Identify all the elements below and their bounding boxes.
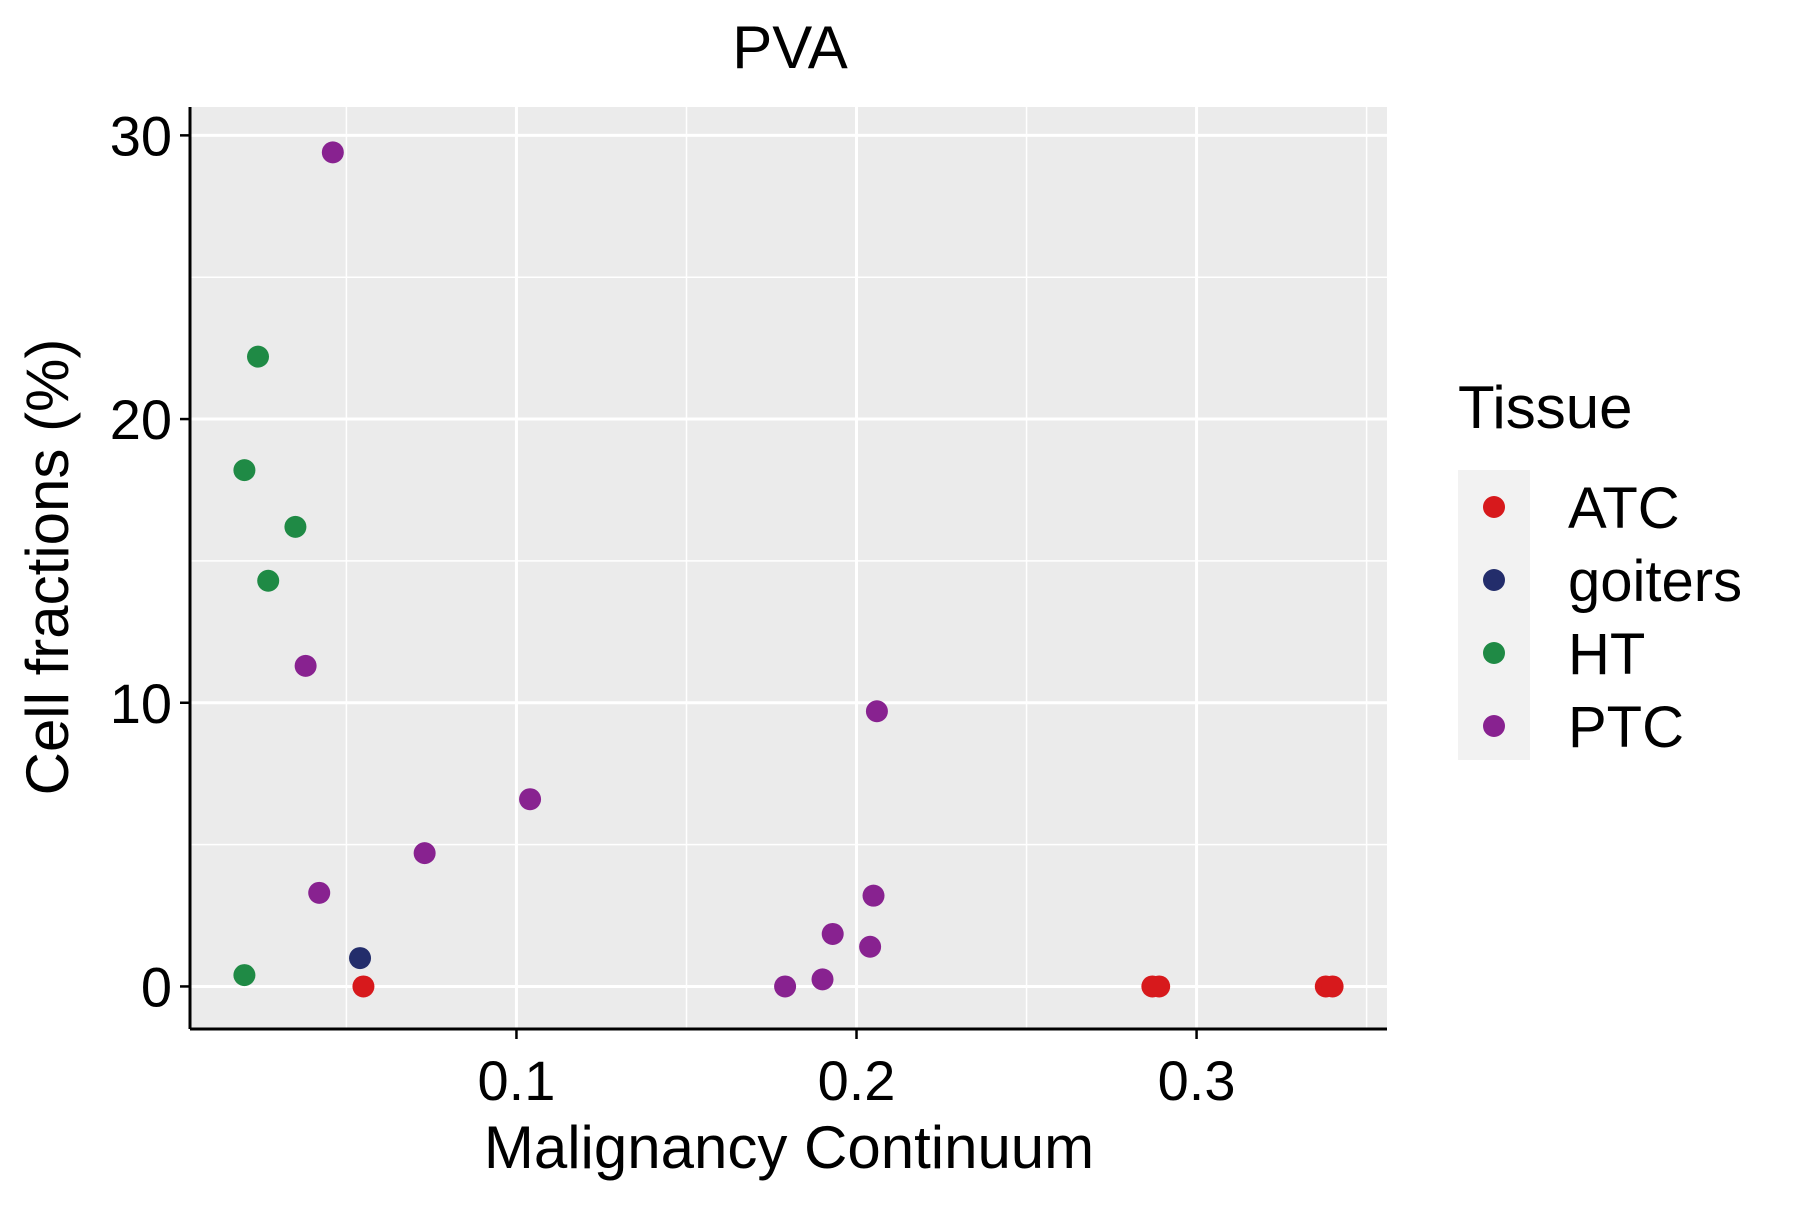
legend-label-ptc: PTC [1568, 695, 1684, 760]
data-point-ptc [308, 881, 331, 904]
legend: Tissue ATC goiters HT PTC [1458, 374, 1742, 760]
y-tick-label: 20 [110, 388, 172, 451]
x-axis-label: Malignancy Continuum [484, 1114, 1094, 1181]
data-point-atc [1321, 975, 1344, 998]
y-tick-label: 30 [110, 104, 172, 167]
data-point-ht [257, 569, 280, 592]
legend-key-atc [1483, 496, 1505, 518]
data-point-atc [352, 975, 375, 998]
data-point-ptc [321, 141, 344, 164]
legend-key-ptc [1483, 715, 1505, 737]
legend-key-goiters [1483, 569, 1505, 591]
data-point-ptc [811, 968, 834, 991]
data-point-ptc [294, 654, 317, 677]
data-point-ptc [821, 922, 844, 945]
data-points [233, 141, 1344, 998]
legend-label-goiters: goiters [1568, 549, 1742, 614]
data-point-ht [233, 964, 256, 987]
minor-gridlines [190, 107, 1387, 1029]
legend-label-atc: ATC [1568, 476, 1680, 541]
major-gridlines [190, 107, 1387, 1029]
chart-title: PVA [732, 14, 848, 81]
legend-key-background [1458, 470, 1530, 760]
data-point-ht [284, 515, 307, 538]
x-tick-label: 0.3 [1158, 1049, 1236, 1112]
y-tick-label: 0 [141, 955, 172, 1018]
data-point-ht [233, 459, 256, 482]
data-point-ptc [413, 842, 436, 865]
y-tick-label: 10 [110, 672, 172, 735]
data-point-ht [247, 345, 270, 368]
x-tick-label: 0.1 [478, 1049, 556, 1112]
data-point-ptc [862, 884, 885, 907]
x-axis-ticks: 0.1 0.2 0.3 [478, 1029, 1236, 1112]
data-point-ptc [519, 788, 542, 811]
data-point-ptc [865, 700, 888, 723]
data-point-goiters [349, 947, 372, 970]
legend-title: Tissue [1458, 374, 1633, 441]
x-tick-label: 0.2 [818, 1049, 896, 1112]
legend-label-ht: HT [1568, 622, 1645, 687]
legend-items: ATC goiters HT PTC [1483, 476, 1742, 760]
y-axis-ticks: 0 10 20 30 [110, 104, 190, 1018]
data-point-ptc [859, 935, 882, 958]
data-point-ptc [774, 975, 797, 998]
y-axis-label: Cell fractions (%) [14, 339, 81, 796]
axes [188, 107, 1387, 1031]
legend-key-ht [1483, 642, 1505, 664]
plot-panel [190, 107, 1387, 1029]
data-point-atc [1148, 975, 1171, 998]
